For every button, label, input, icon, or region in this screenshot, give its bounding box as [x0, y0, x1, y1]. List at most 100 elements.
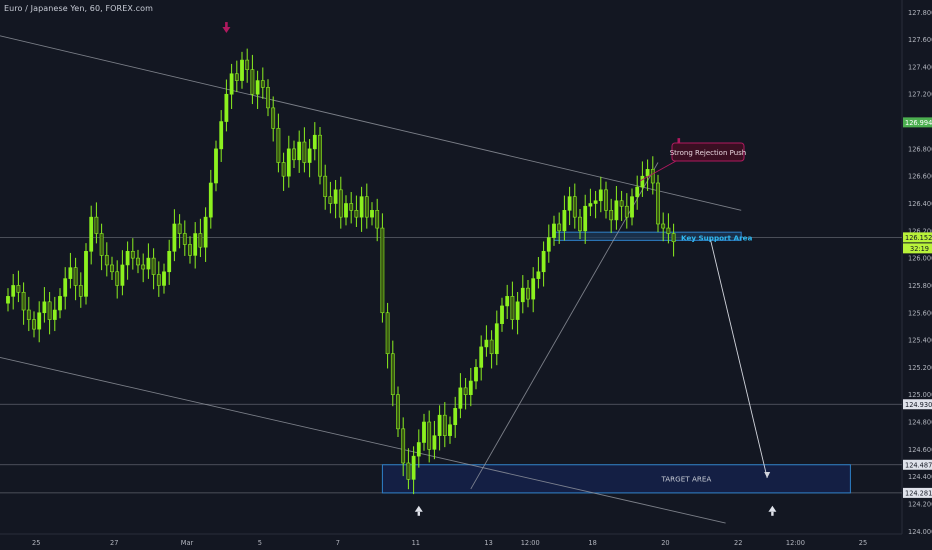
trendline[interactable]	[0, 33, 742, 211]
candle-body[interactable]	[130, 250, 135, 259]
candle-body[interactable]	[557, 223, 562, 232]
candle-body[interactable]	[598, 189, 603, 202]
trendline[interactable]	[0, 351, 726, 524]
candle-body[interactable]	[359, 196, 364, 218]
candle-body[interactable]	[396, 394, 400, 430]
candle-body[interactable]	[338, 189, 343, 218]
candle-body[interactable]	[370, 210, 374, 218]
candle-body[interactable]	[604, 189, 608, 211]
candle-body[interactable]	[515, 301, 520, 320]
candle-body[interactable]	[21, 291, 26, 311]
candle-body[interactable]	[219, 121, 224, 150]
candle-body[interactable]	[349, 203, 354, 211]
candle-body[interactable]	[333, 189, 338, 204]
candle-body[interactable]	[666, 227, 671, 234]
candle-body[interactable]	[552, 223, 556, 238]
candle-body[interactable]	[276, 128, 281, 163]
candle-body[interactable]	[99, 233, 104, 256]
candle-body[interactable]	[385, 312, 390, 355]
candle-body[interactable]	[463, 387, 468, 395]
candle-body[interactable]	[224, 93, 229, 122]
price-axis[interactable]	[902, 0, 932, 550]
candle-body[interactable]	[354, 210, 359, 218]
candle-body[interactable]	[84, 250, 88, 297]
candle-body[interactable]	[630, 196, 634, 218]
candle-body[interactable]	[318, 134, 322, 177]
candle-body[interactable]	[468, 380, 473, 395]
candle-body[interactable]	[89, 216, 94, 252]
candle-body[interactable]	[177, 223, 182, 234]
candle-body[interactable]	[255, 80, 260, 95]
candle-body[interactable]	[52, 309, 57, 320]
candle-body[interactable]	[479, 346, 484, 368]
candle-body[interactable]	[328, 196, 333, 204]
candle-body[interactable]	[245, 59, 250, 70]
candle-body[interactable]	[432, 435, 437, 450]
candle-body[interactable]	[188, 244, 192, 256]
candle-body[interactable]	[229, 73, 234, 95]
candle-body[interactable]	[73, 267, 78, 286]
candle-body[interactable]	[214, 148, 218, 184]
candle-body[interactable]	[16, 285, 21, 293]
candle-body[interactable]	[364, 196, 369, 218]
candle-body[interactable]	[281, 162, 286, 177]
candle-body[interactable]	[635, 186, 640, 197]
candle-body[interactable]	[240, 59, 244, 81]
candle-body[interactable]	[624, 205, 629, 218]
candle-body[interactable]	[593, 200, 598, 204]
candle-body[interactable]	[401, 428, 406, 464]
candle-body[interactable]	[266, 87, 270, 109]
candle-body[interactable]	[390, 353, 395, 395]
candle-body[interactable]	[11, 285, 16, 297]
callout-box[interactable]	[671, 142, 745, 162]
candle-body[interactable]	[416, 442, 421, 457]
candle-body[interactable]	[286, 148, 291, 177]
projection-arrow-line[interactable]	[709, 237, 768, 479]
candle-body[interactable]	[588, 203, 593, 207]
candle-body[interactable]	[125, 250, 130, 266]
candle-body[interactable]	[297, 141, 302, 161]
candle-body[interactable]	[583, 205, 588, 232]
candle-body[interactable]	[58, 296, 62, 311]
candle-body[interactable]	[94, 216, 99, 234]
candle-body[interactable]	[510, 296, 515, 320]
candle-body[interactable]	[671, 233, 676, 243]
candle-body[interactable]	[68, 267, 73, 279]
candle-body[interactable]	[640, 175, 645, 188]
candle-body[interactable]	[136, 257, 140, 266]
candle-body[interactable]	[614, 200, 619, 221]
candle-body[interactable]	[234, 73, 239, 81]
candle-body[interactable]	[302, 141, 307, 163]
candle-body[interactable]	[26, 309, 31, 320]
candle-body[interactable]	[380, 227, 385, 314]
candle-body[interactable]	[453, 408, 458, 426]
candle-body[interactable]	[151, 257, 156, 275]
candle-body[interactable]	[656, 182, 660, 225]
candle-body[interactable]	[167, 250, 172, 273]
candle-body[interactable]	[6, 296, 10, 304]
candle-body[interactable]	[526, 287, 530, 300]
candle-body[interactable]	[375, 210, 380, 229]
candle-body[interactable]	[541, 250, 546, 273]
candle-body[interactable]	[448, 424, 452, 436]
candle-body[interactable]	[141, 264, 146, 270]
candle-body[interactable]	[645, 169, 650, 177]
candle-body[interactable]	[500, 305, 504, 324]
candle-body[interactable]	[198, 233, 203, 248]
candle-body[interactable]	[182, 233, 187, 245]
candle-body[interactable]	[193, 233, 198, 256]
candle-body[interactable]	[104, 255, 109, 266]
candle-body[interactable]	[650, 169, 655, 184]
candle-body[interactable]	[609, 210, 614, 221]
candle-body[interactable]	[146, 257, 151, 270]
candle-body[interactable]	[437, 414, 442, 436]
candle-body[interactable]	[344, 203, 348, 218]
candle-body[interactable]	[442, 414, 447, 436]
candle-body[interactable]	[520, 287, 525, 303]
candle-body[interactable]	[156, 274, 161, 286]
candle-body[interactable]	[546, 237, 551, 252]
candle-body[interactable]	[411, 455, 416, 480]
candle-body[interactable]	[578, 216, 582, 232]
